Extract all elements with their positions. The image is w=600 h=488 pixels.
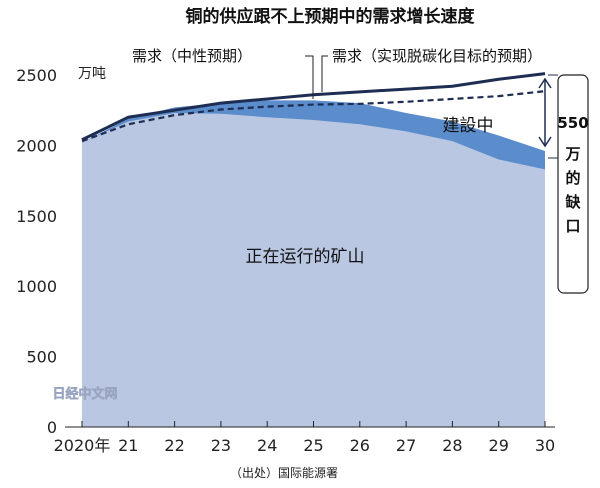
area-正在运行的矿山 [82, 113, 545, 428]
y-tick-label: 1500 [16, 207, 57, 226]
x-tick-label: 23 [211, 436, 231, 455]
gap-text-char: 缺 [564, 193, 581, 211]
gap-arrow [538, 74, 558, 159]
legend-leader-decarb [321, 55, 328, 92]
source-note: （出处）国际能源署 [230, 466, 338, 480]
y-tick-label: 1000 [16, 277, 57, 296]
x-tick-label: 28 [442, 436, 462, 455]
plot-areas [82, 100, 545, 428]
x-tick-label: 24 [257, 436, 277, 455]
x-tick-label: 21 [118, 436, 138, 455]
gap-text-char: 的 [565, 169, 580, 187]
x-tick-label: 26 [350, 436, 370, 455]
x-tick-label: 29 [489, 436, 509, 455]
legend-demand-decarb: 需求（实现脱碳化目标的预期） [332, 47, 542, 65]
gap-value: 550 [557, 114, 588, 132]
y-tick-label: 500 [26, 348, 57, 367]
x-tick-label: 22 [164, 436, 184, 455]
x-tick-label: 27 [396, 436, 416, 455]
y-tick-label: 0 [47, 418, 57, 437]
y-axis-unit: 万吨 [78, 66, 106, 82]
y-axis-ticks: 0 500 1000 1500 2000 2500 [16, 66, 57, 437]
y-tick-label: 2500 [16, 66, 57, 85]
chart-title: 铜的供应跟不上预期中的需求增长速度 [186, 6, 476, 27]
label-under-construction: 建設中 [443, 116, 494, 136]
legend-leader-neutral [305, 55, 314, 99]
line-需求（中性预期） [81, 90, 546, 143]
legend-demand-neutral: 需求（中性预期） [132, 47, 252, 65]
y-tick-label: 2000 [16, 136, 57, 155]
x-tick-label: 30 [535, 436, 555, 455]
gap-text-char: 万 [564, 145, 580, 163]
gap-bracket [557, 74, 589, 294]
x-tick-label: 2020年 [54, 436, 111, 455]
watermark: 日经中文网 [52, 386, 117, 402]
label-operating-mines: 正在运行的矿山 [246, 247, 365, 267]
x-axis-ticks: 2020年 21 22 23 24 25 26 27 28 29 30 [54, 421, 555, 455]
x-tick-label: 25 [303, 436, 323, 455]
gap-text-char: 口 [565, 217, 580, 235]
